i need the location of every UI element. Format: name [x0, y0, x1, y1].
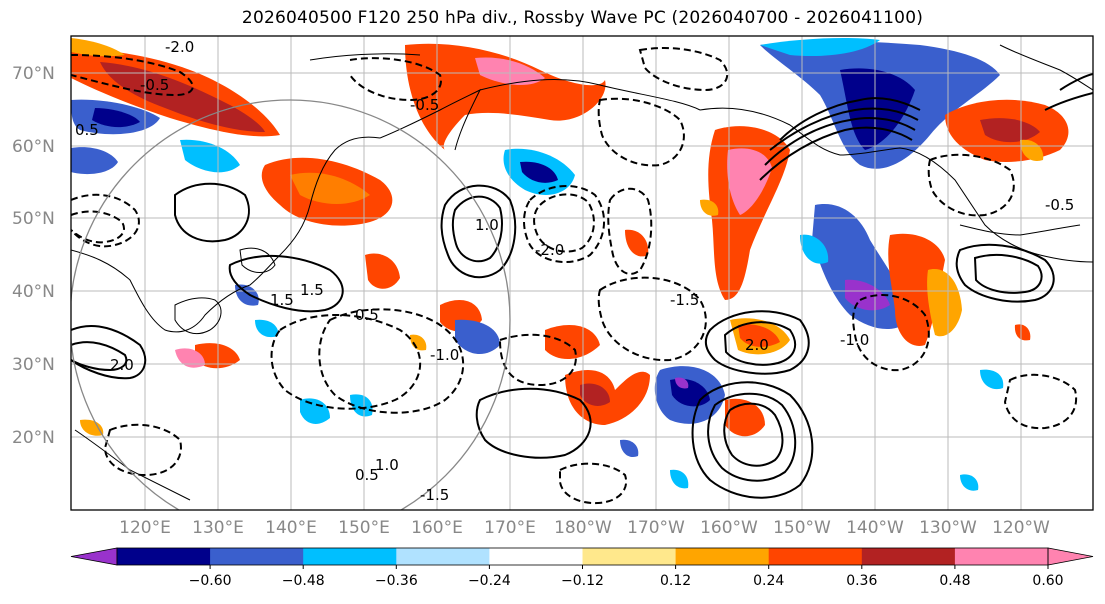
lat-label: 70°N [12, 64, 55, 84]
colorbar-ticks: −0.60 −0.48 −0.36 −0.24 −0.12 0.12 0.24 0.36 0.4… [189, 565, 1064, 589]
contour-labels: -0.5 -2.0 0.5 -1.0 -1.5 1.0 1.5 2.0 -0.5… [75, 38, 1074, 504]
contour-label: -0.5 [140, 76, 169, 94]
colorbar: −0.60 −0.48 −0.36 −0.24 −0.12 0.12 0.24 0.36 0.4… [70, 547, 1094, 589]
lat-label: 30°N [12, 355, 55, 375]
colorbar-tick-label: 0.48 [939, 573, 970, 589]
map-title: 2026040500 F120 250 hPa div., Rossby Wav… [241, 8, 924, 28]
colorbar-cell [396, 548, 490, 565]
contour-label: 0.5 [75, 121, 99, 139]
divergence-shading [71, 37, 1069, 491]
lon-label: 150°E [338, 518, 390, 538]
colorbar-cell [210, 548, 304, 565]
colorbar-tick-label: −0.36 [375, 573, 418, 589]
lon-label: 170°E [484, 518, 536, 538]
contour-label: -1.0 [840, 331, 869, 349]
colorbar-cell [303, 548, 397, 565]
lon-label: 120°W [992, 518, 1050, 538]
colorbar-tick-label: 0.60 [1032, 573, 1063, 589]
colorbar-tick-label: −0.48 [282, 573, 325, 589]
contour-label: 1.5 [300, 281, 324, 299]
contour-label: 0.5 [355, 466, 379, 484]
lon-label: 160°E [411, 518, 463, 538]
rossby-wave-contours [71, 73, 1093, 499]
lon-label: 160°W [700, 518, 758, 538]
colorbar-tick-label: −0.60 [189, 573, 232, 589]
lat-label: 50°N [12, 209, 55, 229]
graticule [71, 36, 1093, 510]
contour-label: 1.5 [270, 291, 294, 309]
contour-label: 0.5 [355, 306, 379, 324]
contour-label: -0.5 [1045, 196, 1074, 214]
lon-label: 170°W [627, 518, 685, 538]
colorbar-extend-left [70, 547, 118, 566]
colorbar-tick-label: 0.12 [660, 573, 691, 589]
colorbar-cell [489, 548, 583, 565]
colorbar-cell [117, 548, 211, 565]
lat-label: 60°N [12, 137, 55, 157]
lon-label: 130°E [192, 518, 244, 538]
contour-label: -2.0 [535, 241, 564, 259]
contour-label: -1.0 [430, 346, 459, 364]
contour-label: -1.5 [420, 486, 449, 504]
colorbar-tick-label: 0.36 [846, 573, 877, 589]
colorbar-cell [675, 548, 770, 565]
colorbar-cell [768, 548, 863, 565]
contour-label: -0.5 [410, 96, 439, 114]
lat-label: 40°N [12, 282, 55, 302]
colorbar-cell [582, 548, 677, 565]
contour-label: 1.0 [475, 216, 499, 234]
contour-label: 2.0 [745, 336, 769, 354]
colorbar-tick-label: −0.12 [561, 573, 604, 589]
latitude-labels: 70°N 60°N 50°N 40°N 30°N 20°N [12, 64, 55, 448]
contour-label: -2.0 [165, 38, 194, 56]
lat-label: 20°N [12, 428, 55, 448]
lon-label: 140°E [265, 518, 317, 538]
colorbar-extend-right [1047, 547, 1094, 566]
lon-label: 180°W [554, 518, 612, 538]
plot-frame [70, 35, 1094, 511]
colorbar-cell [954, 548, 1049, 565]
colorbar-tick-label: −0.24 [468, 573, 511, 589]
rossby-wave-contours-negative [71, 47, 1078, 505]
great-circle-outline [71, 99, 511, 510]
colorbar-cell [861, 548, 956, 565]
contour-label: 1.0 [375, 456, 399, 474]
colorbar-tick-label: 0.24 [753, 573, 784, 589]
lon-label: 120°E [119, 518, 171, 538]
lon-label: 130°W [919, 518, 977, 538]
colorbar-cells [70, 547, 1094, 566]
longitude-labels: 120°E 130°E 140°E 150°E 160°E 170°E 180°… [119, 518, 1050, 538]
lon-label: 140°W [846, 518, 904, 538]
lon-label: 150°W [773, 518, 831, 538]
contour-label: 2.0 [110, 356, 134, 374]
contour-label: -1.5 [670, 291, 699, 309]
